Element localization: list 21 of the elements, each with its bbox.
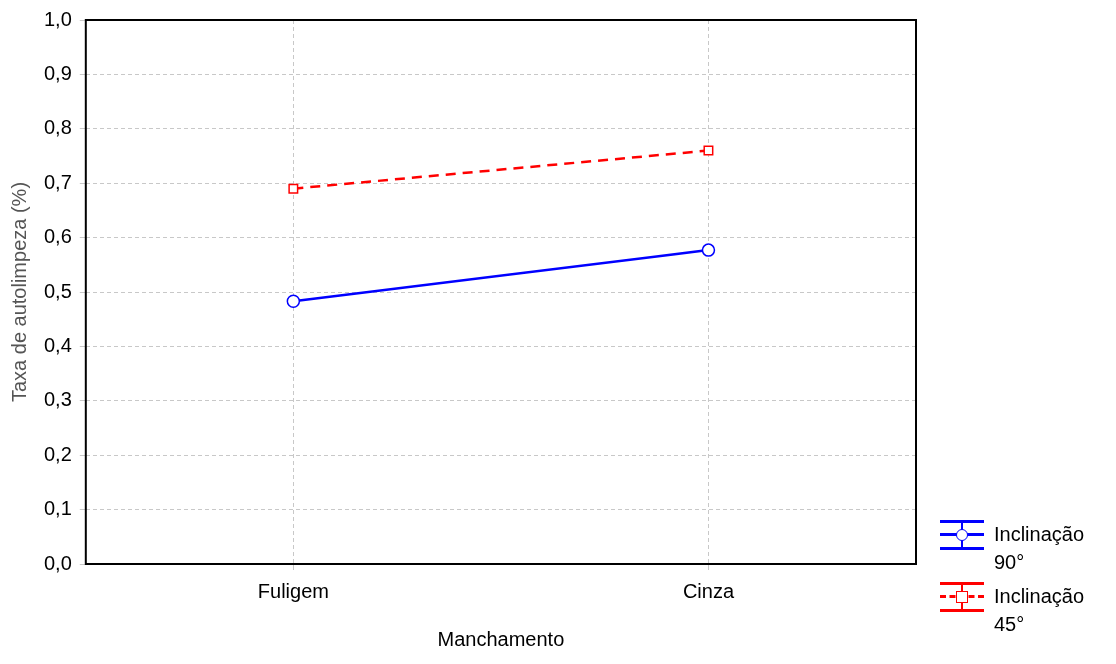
- y-tick-label: 0,0: [43, 551, 72, 574]
- point: [288, 183, 299, 194]
- x-tick-label: Cinza: [682, 579, 735, 602]
- y-tick-label: 0,3: [43, 388, 72, 411]
- x-axis-title: Manchamento: [437, 627, 565, 650]
- point: [286, 294, 301, 308]
- y-axis-title: Taxa de autolimpeza (%): [7, 181, 30, 403]
- y-tick-label: 1,0: [43, 7, 72, 30]
- point: [701, 243, 716, 257]
- y-tick-label: 0,2: [43, 442, 72, 465]
- y-tick-label: 0,9: [43, 61, 72, 84]
- legend-label: Inclinação 90°: [994, 522, 1086, 575]
- y-tick-label: 0,6: [43, 225, 72, 248]
- x-tick-label: Fuligem: [257, 579, 329, 602]
- y-tick-label: 0,8: [43, 116, 72, 139]
- y-tick-label: 0,7: [43, 170, 72, 193]
- y-tick-label: 0,1: [43, 497, 72, 520]
- legend-label: Inclinação 45°: [994, 584, 1086, 637]
- y-tick-label: 0,5: [43, 279, 72, 302]
- y-tick-label: 0,4: [43, 333, 72, 356]
- point: [703, 145, 714, 156]
